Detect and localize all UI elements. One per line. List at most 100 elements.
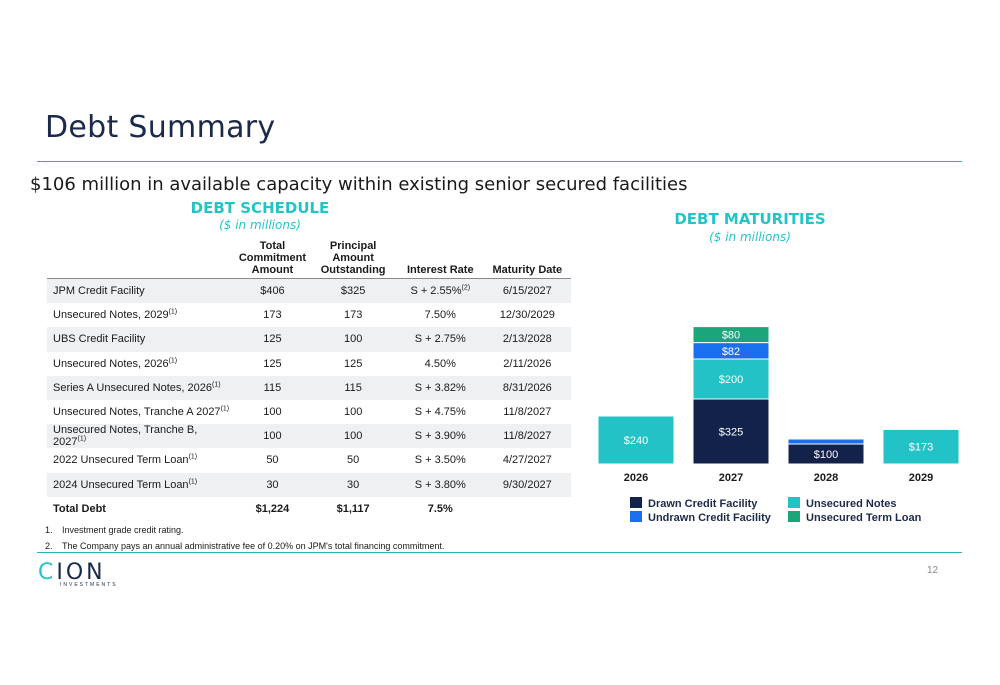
header-name xyxy=(47,240,236,279)
footnotes: 1. Investment grade credit rating. 2. The … xyxy=(45,522,444,554)
cell-name-text: 2024 Unsecured Term Loan xyxy=(53,478,189,491)
footnote-ref: (1) xyxy=(211,381,221,389)
cell-name-text: Unsecured Notes, Tranche B, 2027 xyxy=(53,424,198,449)
legend-item: Undrawn Credit Facility xyxy=(630,511,771,524)
table-row: Unsecured Notes, 2029(1) 173 173 7.50% 12/30… xyxy=(47,303,571,327)
cell-maturity: 4/27/2027 xyxy=(502,454,552,467)
bar-segment xyxy=(597,415,675,465)
cell-rate: S + 3.82% xyxy=(396,375,484,400)
cell-outstanding: 173 xyxy=(343,309,363,322)
cell-rate: 7.50% xyxy=(397,303,484,327)
cell-maturity: 11/8/2027 xyxy=(503,406,552,419)
bar-segment xyxy=(787,438,865,445)
cell-outstanding: 50 xyxy=(347,454,360,467)
cell-name-text: Series A Unsecured Notes, 2026 xyxy=(53,381,212,394)
cell-commitment: 50 xyxy=(266,454,279,467)
legend-label: Undrawn Credit Facility xyxy=(648,512,771,524)
cell-name: Unsecured Notes, 2026(1) xyxy=(47,352,235,376)
legend-swatch xyxy=(630,497,642,508)
cell-commitment: 100 xyxy=(235,424,310,449)
footnote-ref: (2) xyxy=(461,284,471,292)
data-label: $82 xyxy=(722,346,740,358)
debt-maturities-title: DEBT MATURITIES xyxy=(674,210,826,228)
debt-maturities-subtitle: ($ in millions) xyxy=(709,230,791,244)
table-header-row: Total Commitment Amount Principal Amount… xyxy=(47,240,571,279)
headline: $106 million in available capacity withi… xyxy=(30,174,688,195)
logo-wordmark: CION xyxy=(38,560,118,585)
total-row: Total Debt $1,224 $1,117 7.5% xyxy=(47,497,571,521)
debt-schedule-table: Total Commitment Amount Principal Amount… xyxy=(47,240,571,521)
cell-maturity: 8/31/2026 xyxy=(483,375,571,400)
cell-maturity: 2/13/2028 xyxy=(483,327,571,352)
data-label: $80 xyxy=(722,330,740,342)
table-row: Unsecured Notes, 2026(1) 125 125 4.50% 2/11/… xyxy=(47,352,571,376)
cell-name: Unsecured Notes, Tranche A 2027(1) xyxy=(47,400,235,424)
legend-item: Drawn Credit Facility xyxy=(630,497,757,510)
category-label: 2027 xyxy=(719,472,743,484)
cell-name-text: 2022 Unsecured Term Loan xyxy=(53,454,189,467)
cell-name-text: UBS Credit Facility xyxy=(53,333,146,346)
cell-maturity: 12/30/2029 xyxy=(499,309,555,322)
cell-outstanding: $325 xyxy=(309,278,397,304)
cell-outstanding: $1,117 xyxy=(336,502,370,515)
cell-rate-text: 4.50% xyxy=(424,357,456,370)
table-row: Series A Unsecured Notes, 2026(1) 115 115 S… xyxy=(47,375,571,400)
cell-maturity: 9/30/2027 xyxy=(483,472,571,497)
cell-name: Unsecured Notes, 2029(1) xyxy=(47,303,235,327)
cell-rate-text: S + 2.55% xyxy=(410,285,462,298)
cell-name-text: Unsecured Notes, 2026 xyxy=(53,357,169,370)
header-maturity: Maturity Date xyxy=(483,240,571,279)
cell-maturity: 6/15/2027 xyxy=(483,278,571,304)
legend-swatch xyxy=(630,511,642,522)
cell-rate-text: S + 4.75% xyxy=(414,406,466,419)
cell-outstanding: 115 xyxy=(309,375,397,400)
cell-name: Unsecured Notes, Tranche B, 2027(1) xyxy=(47,424,236,449)
bar-segment xyxy=(882,428,960,465)
logo-letters: ION xyxy=(56,560,106,585)
header-commitment: Total Commitment Amount xyxy=(235,240,310,279)
legend-swatch xyxy=(788,511,800,522)
footnote: 2. The Company pays an annual administrat… xyxy=(45,538,444,554)
logo-subtitle: INVESTMENTS xyxy=(60,582,118,588)
legend-label: Drawn Credit Facility xyxy=(648,498,758,510)
table-row: Unsecured Notes, Tranche A 2027(1) 100 100… xyxy=(47,400,571,424)
cell-rate: S + 2.75% xyxy=(396,327,484,352)
cell-maturity xyxy=(484,497,571,521)
category-label: 2028 xyxy=(814,472,838,484)
cell-commitment: 115 xyxy=(235,375,310,400)
cell-outstanding: 30 xyxy=(309,472,397,497)
cell-rate-text: 7.50% xyxy=(424,309,456,322)
cell-name: UBS Credit Facility xyxy=(47,327,236,352)
cell-commitment: 125 xyxy=(235,327,310,352)
cell-rate-text: S + 3.50% xyxy=(414,454,466,467)
cell-commitment: 173 xyxy=(263,309,282,322)
cell-name-text: Unsecured Notes, 2029 xyxy=(53,309,169,322)
footnote-ref: (1) xyxy=(168,308,178,316)
data-label: $240 xyxy=(624,435,648,447)
cell-outstanding: 100 xyxy=(309,327,397,352)
footnote-ref: (1) xyxy=(168,357,178,364)
header-rate: Interest Rate xyxy=(396,240,484,279)
title-divider xyxy=(37,161,962,162)
page-title: Debt Summary xyxy=(45,110,276,145)
cell-rate-text: S + 2.75% xyxy=(414,333,466,346)
legend-item: Unsecured Term Loan xyxy=(788,511,921,524)
cell-commitment: 100 xyxy=(263,406,282,419)
page-number: 12 xyxy=(927,565,939,576)
footnote-ref: (1) xyxy=(220,405,230,413)
table-row: UBS Credit Facility 125 100 S + 2.75% 2/13/2… xyxy=(47,327,571,352)
debt-schedule-subtitle: ($ in millions) xyxy=(219,218,301,232)
cell-name: JPM Credit Facility xyxy=(47,278,236,304)
footnote-ref: (1) xyxy=(77,435,87,443)
footnote: 1. Investment grade credit rating. xyxy=(45,522,444,538)
footnote-ref: (1) xyxy=(188,453,198,461)
cell-outstanding: 100 xyxy=(343,406,363,419)
footnote-text: The Company pays an annual administrativ… xyxy=(62,541,445,551)
logo-letter-c: C xyxy=(38,560,57,585)
footnote-number: 2. xyxy=(45,541,53,551)
bar-segment xyxy=(692,398,770,465)
cell-name: 2024 Unsecured Term Loan(1) xyxy=(47,472,236,497)
data-label: $325 xyxy=(719,427,743,439)
legend-label: Unsecured Term Loan xyxy=(806,512,922,524)
footnote-ref: (1) xyxy=(188,477,198,485)
